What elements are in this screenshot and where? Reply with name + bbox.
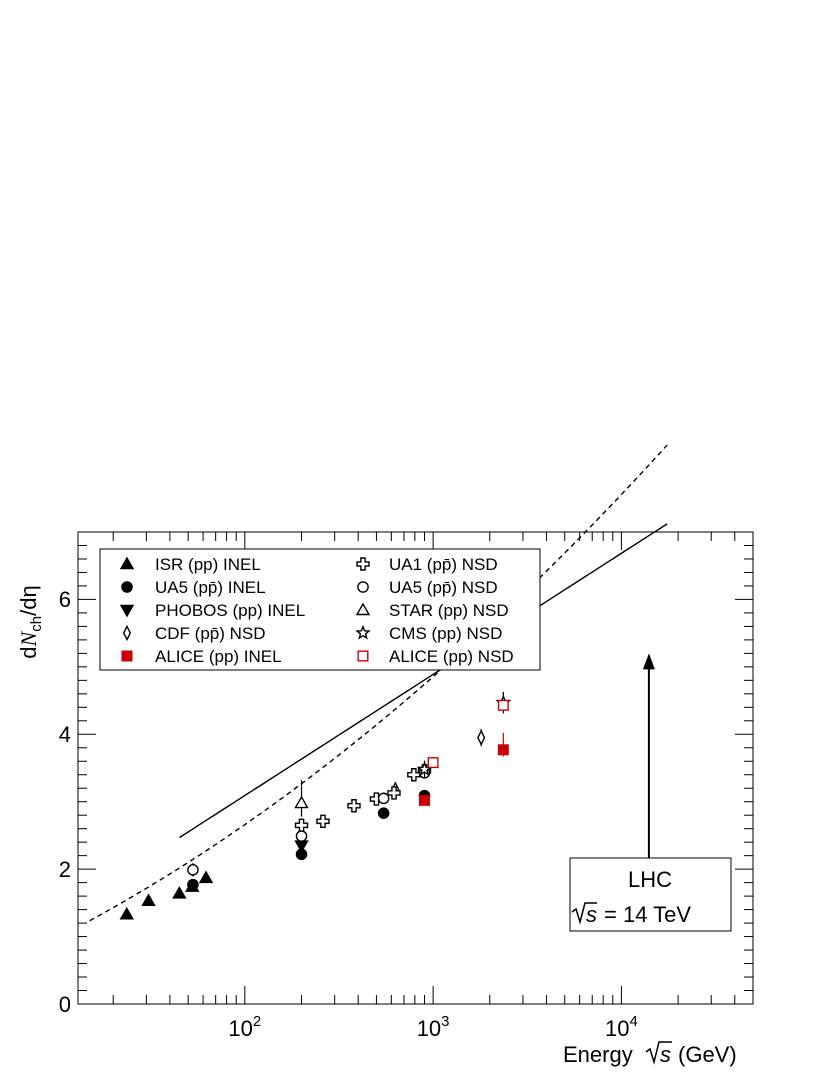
data-point	[418, 794, 430, 806]
sqrt-sign-icon	[645, 1041, 672, 1065]
data-point	[295, 830, 308, 842]
y-tick-label: 4	[59, 722, 71, 747]
legend-label: ALICE (pp) INEL	[155, 647, 282, 666]
data-point	[427, 757, 439, 769]
x-axis-title-prefix: Energy	[563, 1042, 633, 1067]
data-point	[122, 624, 132, 642]
y-tick-label: 0	[59, 992, 71, 1017]
data-point	[497, 699, 509, 711]
legend-entry: CMS (pp) NSD	[355, 624, 502, 643]
data-point	[187, 878, 199, 891]
y-axis-title-text: dNch/dη	[16, 585, 45, 658]
data-point	[141, 893, 156, 907]
plot-frame	[77, 531, 754, 1005]
data-point	[347, 799, 361, 813]
x-tick-label: 102	[228, 1013, 261, 1041]
data-point	[121, 650, 133, 662]
legend-label: STAR (pp) NSD	[389, 601, 509, 620]
data-point	[187, 864, 199, 876]
lhc-annotation-energy: = 14 TeV	[604, 902, 691, 927]
fit-curve-nsd	[179, 523, 668, 839]
legend-label: ALICE (pp) NSD	[389, 647, 514, 666]
lhc-annotation-variable: s	[586, 902, 597, 927]
y-tick-label: 6	[59, 587, 71, 612]
legend-entry: CDF (pp̄) NSD	[122, 624, 266, 643]
legend-entry: PHOBOS (pp) INEL	[119, 601, 305, 620]
data-point	[121, 581, 133, 593]
data-point	[477, 729, 486, 746]
data-point	[497, 744, 509, 756]
x-tick-label: 103	[417, 1013, 450, 1041]
data-point	[356, 557, 370, 571]
data-point	[387, 786, 401, 800]
legend-label: UA1 (pp̄) NSD	[389, 555, 498, 574]
legend-entry: STAR (pp) NSD	[355, 601, 509, 620]
arrow-up-icon	[642, 653, 655, 670]
data-point	[357, 581, 369, 593]
legend-label: CDF (pp̄) NSD	[155, 624, 266, 643]
data-point	[377, 792, 390, 805]
legend-label: ISR (pp) INEL	[155, 555, 261, 574]
data-point	[172, 886, 187, 899]
x-axis-title: Energy s (GeV)	[563, 1041, 737, 1067]
data-point	[355, 624, 371, 640]
legend-entry: ALICE (pp) NSD	[357, 647, 514, 666]
legend: ISR (pp) INEL UA5 (pp̄) INEL PHOBOS (pp)…	[99, 548, 541, 671]
x-tick-labels: 102 103 104	[228, 1013, 637, 1041]
data-point	[377, 807, 390, 819]
data-point	[355, 602, 371, 616]
y-axis-title: dNch/dη	[16, 585, 45, 658]
lhc-annotation: LHC s = 14 TeV	[569, 653, 732, 932]
legend-entry: ISR (pp) INEL	[119, 555, 261, 574]
legend-entry: UA1 (pp̄) NSD	[356, 555, 498, 574]
axis-ticks	[78, 531, 754, 1005]
data-point	[357, 650, 369, 662]
legend-label: UA5 (pp̄) NSD	[389, 578, 498, 597]
y-tick-label: 2	[59, 857, 71, 882]
x-axis-title-unit: (GeV)	[678, 1042, 737, 1067]
x-axis-title-variable: s	[660, 1042, 671, 1067]
fit-curves	[89, 444, 668, 922]
data-point	[198, 870, 214, 884]
data-point	[119, 604, 135, 618]
x-tick-label: 104	[605, 1013, 638, 1041]
legend-label: PHOBOS (pp) INEL	[155, 601, 305, 620]
legend-entry: ALICE (pp) INEL	[121, 647, 282, 666]
legend-label: CMS (pp) NSD	[389, 624, 502, 643]
legend-entry: UA5 (pp̄) INEL	[121, 578, 266, 597]
data-point	[407, 768, 421, 782]
data-point	[119, 556, 135, 570]
y-tick-labels: 0 2 4 6	[59, 587, 71, 1017]
data-point	[119, 906, 134, 920]
data-points	[119, 691, 512, 920]
fit-curve-inel	[89, 444, 668, 922]
sqrt-sign-icon	[571, 902, 597, 925]
legend-box	[99, 548, 541, 671]
legend-label: UA5 (pp̄) INEL	[155, 578, 266, 597]
data-point	[294, 795, 309, 809]
data-point	[316, 814, 330, 828]
lhc-annotation-title: LHC	[628, 867, 672, 892]
legend-entry: UA5 (pp̄) NSD	[357, 578, 498, 597]
lhc-annotation-box	[569, 857, 732, 932]
